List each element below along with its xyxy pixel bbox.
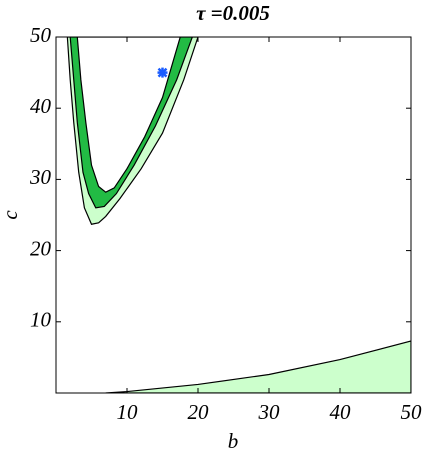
y-axis-label: c [0,210,22,220]
axes-box [55,36,412,394]
plot-area [66,37,411,393]
contour-region [105,340,411,393]
x-tick-label: 10 [117,400,139,424]
x-tick-label: 40 [330,400,352,424]
x-axis-label: b [228,429,239,453]
chart-title: τ =0.005 [196,1,270,25]
y-tick-label: 20 [30,236,52,260]
y-tick-label: 40 [30,94,52,118]
marker [157,67,168,78]
y-tick-label: 10 [30,308,52,332]
y-tick-label: 50 [30,23,52,47]
contour-region [76,37,181,193]
x-tick-label: 20 [188,400,210,424]
y-tick-label: 30 [29,165,52,189]
x-tick-label: 30 [258,400,281,424]
x-tick-label: 50 [401,400,423,424]
